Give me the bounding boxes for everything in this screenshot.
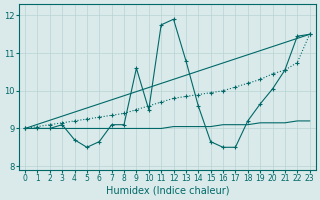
- X-axis label: Humidex (Indice chaleur): Humidex (Indice chaleur): [106, 186, 229, 196]
